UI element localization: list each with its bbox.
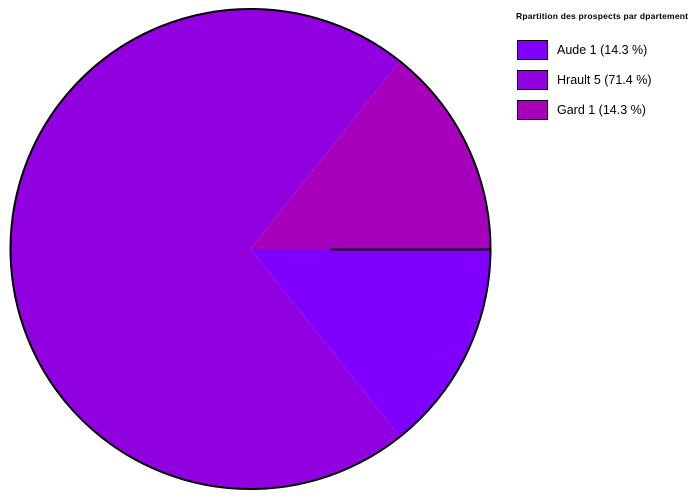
pie-slice-hrault	[10, 9, 400, 490]
legend-label: Gard 1 (14.3 %)	[557, 103, 646, 117]
legend-item: Gard 1 (14.3 %)	[517, 100, 651, 120]
legend-label: Aude 1 (14.3 %)	[557, 43, 648, 57]
legend-item: Hrault 5 (71.4 %)	[517, 70, 651, 90]
legend-item: Aude 1 (14.3 %)	[517, 40, 651, 60]
legend-swatch	[517, 40, 548, 60]
legend-swatch	[517, 100, 548, 120]
pie-slice-gard	[250, 61, 491, 250]
legend: Aude 1 (14.3 %) Hrault 5 (71.4 %) Gard 1…	[517, 40, 651, 130]
legend-swatch	[517, 70, 548, 90]
legend-label: Hrault 5 (71.4 %)	[557, 73, 652, 87]
pie-slice-aude	[250, 249, 491, 437]
chart-title: Rpartition des prospects par dpartement	[516, 11, 689, 21]
